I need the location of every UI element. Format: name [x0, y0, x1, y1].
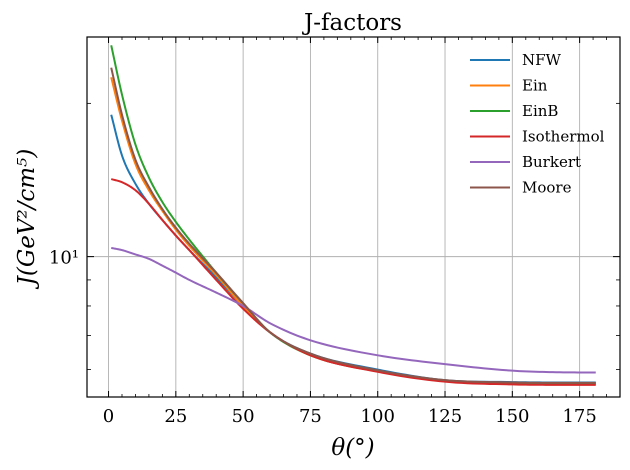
tick-layer: 0 25 50 75 100 125 150 175 10¹ — [49, 37, 620, 427]
x-tick-label: 175 — [562, 406, 596, 427]
legend-label-burkert: Burkert — [522, 153, 581, 171]
series-line-isothermol — [110, 178, 596, 386]
chart-title: J-factors — [302, 10, 402, 36]
x-axis-label: θ(°) — [331, 435, 374, 461]
legend: NFW Ein EinB Isothermol Burkert Moore — [470, 51, 605, 197]
series-line-moore — [110, 67, 596, 384]
legend-label-ein: Ein — [522, 77, 548, 95]
x-tick-label: 25 — [164, 406, 187, 427]
plot-frame — [86, 36, 621, 398]
x-tick-label: 100 — [361, 406, 395, 427]
x-tick-label: 75 — [299, 406, 322, 427]
series-layer — [110, 45, 596, 386]
legend-label-einb: EinB — [522, 102, 558, 120]
y-axis-label: J(GeV²/cm⁵) — [14, 149, 40, 290]
x-tick-label: 125 — [428, 406, 462, 427]
x-tick-label: 50 — [232, 406, 255, 427]
legend-label-moore: Moore — [522, 179, 572, 197]
series-line-burkert — [111, 246, 596, 374]
grid-layer — [87, 37, 620, 397]
x-tick-label: 150 — [495, 406, 529, 427]
y-tick-label: 10¹ — [49, 248, 79, 269]
x-tick-label: 0 — [103, 406, 114, 427]
legend-label-isothermol: Isothermol — [522, 128, 605, 146]
legend-label-nfw: NFW — [522, 51, 562, 69]
